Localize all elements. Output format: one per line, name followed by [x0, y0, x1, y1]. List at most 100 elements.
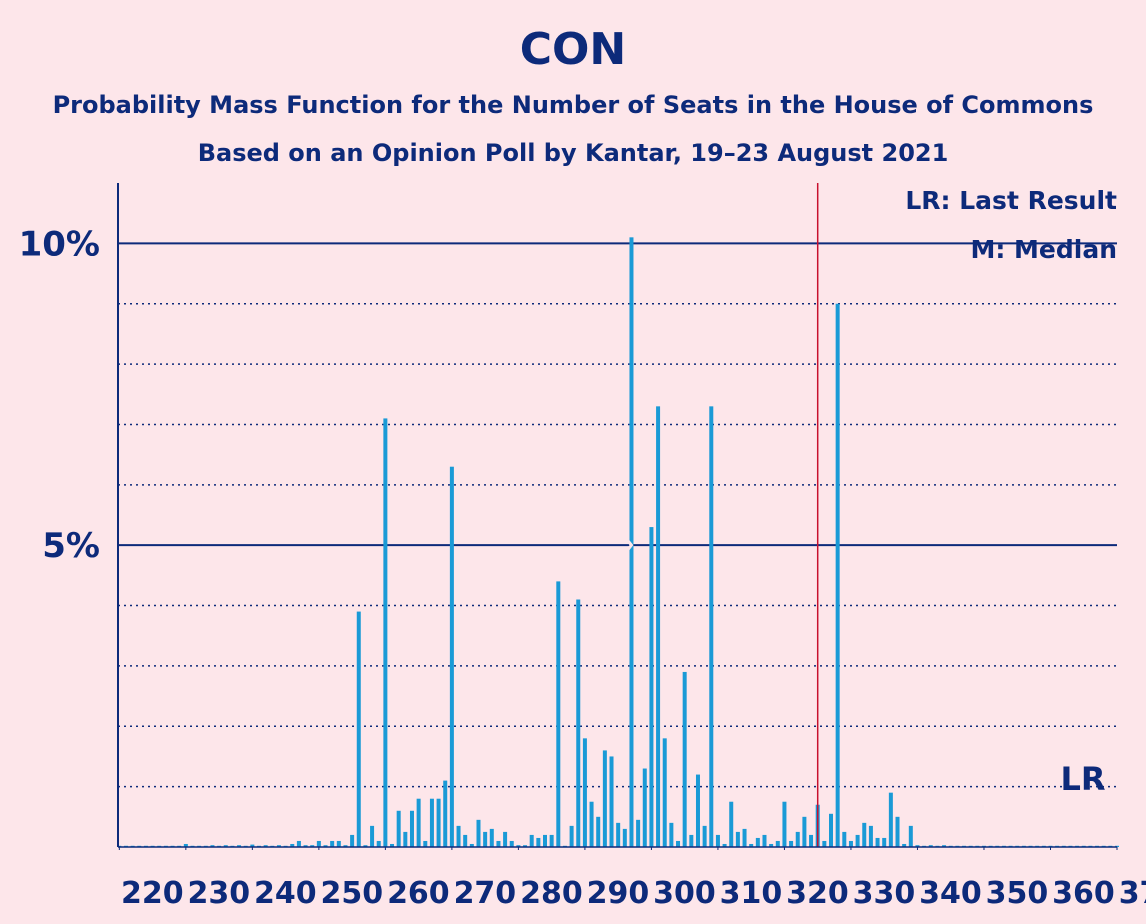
bar — [449, 466, 454, 847]
bar — [370, 825, 375, 847]
bar — [709, 406, 714, 847]
bar — [469, 843, 474, 847]
bar — [915, 845, 920, 847]
bar — [363, 845, 368, 847]
bar — [855, 834, 860, 847]
bar — [742, 828, 747, 847]
x-tick-label: 260 — [387, 876, 450, 911]
bar — [456, 825, 461, 847]
legend-entry: LR: Last Result — [905, 186, 1117, 215]
bar — [715, 834, 720, 847]
bar — [829, 813, 834, 847]
x-tick-label: 320 — [786, 876, 849, 911]
bar — [509, 840, 514, 847]
bar — [556, 581, 561, 847]
bar — [416, 798, 421, 847]
bar — [496, 840, 501, 847]
bar — [868, 825, 873, 847]
bar — [523, 845, 528, 847]
bar — [250, 844, 255, 847]
bar — [682, 671, 687, 847]
x-tick-label: 270 — [454, 876, 517, 911]
bar — [908, 825, 913, 847]
bar — [529, 834, 534, 847]
bar — [669, 822, 674, 847]
bar — [735, 831, 740, 847]
bar — [569, 825, 574, 847]
bar — [549, 834, 554, 847]
chart-subtitle: Based on an Opinion Poll by Kantar, 19–2… — [198, 139, 949, 167]
x-tick-label: 220 — [121, 876, 184, 911]
bar — [902, 843, 907, 847]
bar — [775, 840, 780, 847]
bar — [822, 840, 827, 847]
bar — [543, 834, 548, 847]
bar — [376, 840, 381, 847]
bar — [276, 845, 281, 847]
bar — [589, 801, 594, 847]
bar — [888, 792, 893, 847]
bar — [895, 816, 900, 847]
chart-subtitle: Probability Mass Function for the Number… — [53, 91, 1094, 119]
bar — [789, 840, 794, 847]
bar — [596, 816, 601, 847]
x-tick-label: 300 — [653, 876, 716, 911]
bar — [503, 831, 508, 847]
bar — [303, 845, 308, 847]
bar — [862, 822, 867, 847]
bar — [383, 418, 388, 847]
bar — [636, 819, 641, 847]
legend-entry: M: Median — [970, 235, 1117, 264]
x-tick-label: 230 — [188, 876, 251, 911]
bar — [622, 828, 627, 847]
bar — [343, 845, 348, 847]
bar — [649, 527, 654, 847]
bar — [576, 599, 581, 847]
bar — [676, 840, 681, 847]
bar — [223, 845, 228, 847]
bar — [423, 840, 428, 847]
bar — [702, 825, 707, 847]
bar — [722, 843, 727, 847]
bar — [842, 831, 847, 847]
bar — [183, 843, 188, 847]
bar — [642, 768, 647, 847]
lr-label: LR — [1060, 760, 1105, 798]
x-tick-label: 290 — [587, 876, 650, 911]
bar — [769, 843, 774, 847]
bar — [263, 845, 268, 847]
bar — [436, 798, 441, 847]
bar — [809, 834, 814, 847]
x-tick-label: 240 — [254, 876, 317, 911]
bar — [390, 843, 395, 847]
bar — [403, 831, 408, 847]
bar — [536, 837, 541, 847]
x-tick-label: 360 — [1052, 876, 1115, 911]
bar — [835, 303, 840, 847]
bar — [882, 837, 887, 847]
chart-title: CON — [520, 24, 627, 75]
bar — [296, 840, 301, 847]
bar — [848, 840, 853, 847]
bar — [695, 774, 700, 847]
bar — [795, 831, 800, 847]
bar — [476, 819, 481, 847]
y-tick-label: 10% — [19, 224, 100, 264]
bar — [749, 843, 754, 847]
bar — [336, 840, 341, 847]
bar — [463, 834, 468, 847]
bar — [350, 834, 355, 847]
bar — [429, 798, 434, 847]
bar — [662, 738, 667, 847]
bar — [755, 837, 760, 847]
x-tick-label: 330 — [853, 876, 916, 911]
bar — [237, 845, 242, 847]
bar — [396, 810, 401, 847]
median-marker — [622, 534, 634, 557]
x-tick-label: 370 — [1119, 876, 1146, 911]
bar — [875, 837, 880, 847]
bar — [928, 845, 933, 847]
bar — [782, 801, 787, 847]
bar — [310, 845, 315, 847]
